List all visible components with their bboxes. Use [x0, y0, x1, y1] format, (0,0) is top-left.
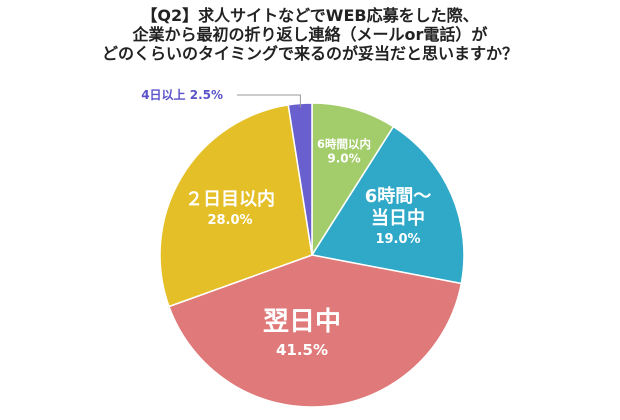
slice-value-3: 41.5% — [276, 341, 328, 359]
slice-value-1: 9.0% — [327, 152, 360, 166]
title-line-2: 企業から最初の折り返し連絡（メールor電話）が — [132, 25, 488, 44]
slice-name-3-line-1: 翌日中 — [263, 307, 341, 337]
slice-name-1-line-1: 6時間以内 — [317, 137, 371, 151]
pie-slice-4 — [159, 104, 313, 308]
slice-name-2-line-2: 当日中 — [371, 207, 425, 229]
title-line-3: どのくらいのタイミングで来るのが妥当だと思いますか？ — [101, 44, 518, 63]
chart-title: 【Q2】求人サイトなどでWEB応募をした際、 企業から最初の折り返し連絡（メール… — [0, 6, 620, 63]
slice-label-5: 4日以上 2.5% — [141, 87, 223, 102]
slice-value-2: 19.0% — [375, 232, 420, 247]
pie-slice-1 — [311, 102, 395, 258]
slice-value-4: 28.0% — [207, 213, 252, 228]
slice-label-4: ２日目以内 28.0% — [185, 188, 275, 228]
pie-slice-3 — [168, 254, 463, 408]
slice-label-3: 翌日中 41.5% — [263, 307, 341, 359]
slice-name-2-line-1: 6時間〜 — [365, 186, 432, 207]
slice-name-4-line-1: ２日目以内 — [185, 188, 275, 210]
pie-slice-2 — [310, 125, 465, 285]
slice-label-2: 6時間〜当日中 19.0% — [365, 186, 432, 247]
leader-line-5 — [237, 94, 301, 108]
title-line-1: 【Q2】求人サイトなどでWEB応募をした際、 — [141, 6, 479, 25]
